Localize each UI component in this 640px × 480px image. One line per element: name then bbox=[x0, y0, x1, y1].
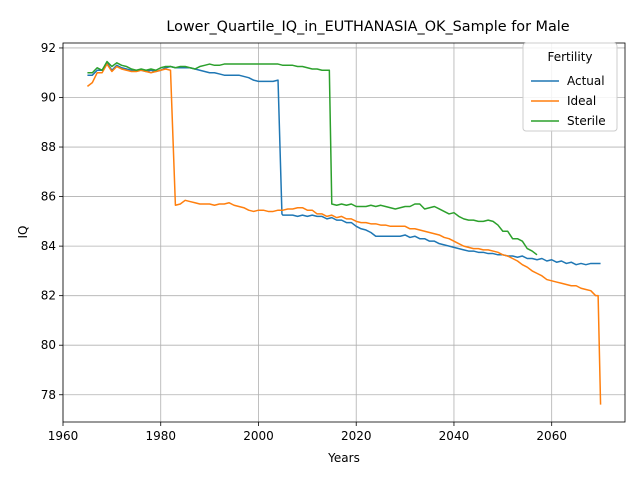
x-tick-label: 2060 bbox=[536, 429, 567, 443]
x-tick-label: 2020 bbox=[341, 429, 372, 443]
y-tick-label: 90 bbox=[41, 90, 56, 104]
series-line-sterile bbox=[87, 60, 538, 256]
legend: Fertility Actual Ideal Sterile bbox=[522, 42, 618, 132]
y-tick-label: 92 bbox=[41, 41, 56, 55]
x-tick-label: 2040 bbox=[439, 429, 470, 443]
legend-label-ideal: Ideal bbox=[567, 94, 596, 108]
y-tick-label: 78 bbox=[41, 388, 56, 402]
legend-label-sterile: Sterile bbox=[567, 114, 606, 128]
legend-title: Fertility bbox=[547, 50, 592, 64]
x-axis-label: Years bbox=[327, 451, 360, 465]
x-tick-label: 1980 bbox=[145, 429, 176, 443]
y-axis-label: IQ bbox=[16, 226, 30, 239]
grid bbox=[62, 43, 625, 422]
axes-frame bbox=[62, 42, 626, 423]
y-tick-label: 86 bbox=[41, 190, 56, 204]
plot-series bbox=[86, 60, 602, 405]
legend-label-actual: Actual bbox=[567, 74, 605, 88]
x-tick-label: 1960 bbox=[48, 429, 79, 443]
y-tick-label: 82 bbox=[41, 289, 56, 303]
y-tick-label: 80 bbox=[41, 338, 56, 352]
legend-entries: Actual Ideal Sterile bbox=[531, 74, 606, 128]
y-tick-label: 88 bbox=[41, 140, 56, 154]
series-line-ideal bbox=[86, 63, 602, 405]
y-tick-label: 84 bbox=[41, 239, 56, 253]
x-tick-label: 2000 bbox=[243, 429, 274, 443]
legend-box bbox=[522, 42, 618, 132]
axis-ticks: 1960 1980 2000 2020 2040 2060 78 80 82 84 86 88 90 92 bbox=[41, 41, 567, 443]
chart-title: Lower_Quartile_IQ_in_EUTHANASIA_OK_Sampl… bbox=[166, 19, 569, 35]
